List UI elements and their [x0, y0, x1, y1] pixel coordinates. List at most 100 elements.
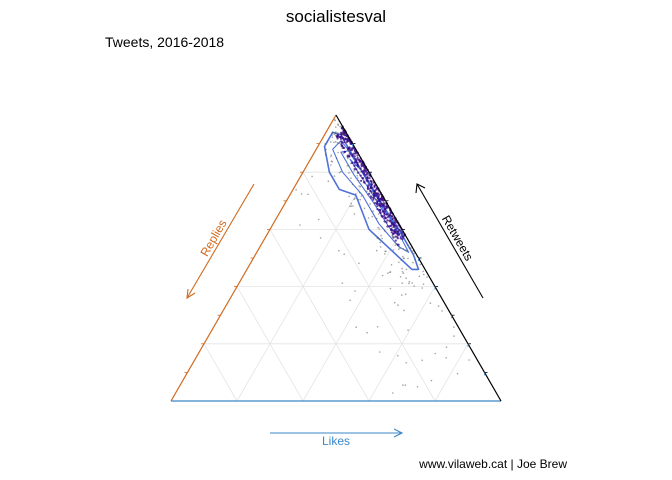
data-point	[348, 153, 351, 155]
data-point	[299, 224, 301, 226]
data-point	[395, 242, 398, 245]
data-point	[366, 177, 369, 180]
data-point	[341, 137, 345, 140]
data-point	[375, 198, 378, 201]
data-point	[347, 149, 350, 152]
data-point	[445, 346, 448, 349]
data-point	[394, 235, 397, 238]
data-point	[379, 246, 382, 248]
data-point	[386, 219, 389, 222]
data-point	[355, 326, 358, 329]
data-point	[419, 263, 422, 266]
density-contour	[323, 131, 420, 271]
data-point	[376, 192, 379, 195]
data-point	[402, 257, 405, 260]
data-point	[408, 282, 410, 285]
data-point	[456, 372, 459, 375]
data-point	[393, 301, 396, 304]
data-point	[430, 379, 433, 382]
data-point	[326, 140, 329, 143]
data-point	[354, 290, 356, 292]
data-point	[399, 237, 402, 240]
data-point	[358, 192, 361, 194]
data-point	[434, 352, 437, 355]
data-point	[343, 146, 346, 150]
data-point	[411, 282, 414, 284]
triangle-frame	[170, 114, 502, 402]
data-point	[378, 200, 381, 203]
data-point	[376, 204, 379, 208]
data-point	[358, 185, 360, 187]
data-point	[392, 236, 394, 238]
data-point	[380, 214, 383, 217]
data-point	[331, 134, 333, 136]
data-point	[413, 252, 416, 255]
data-point	[414, 258, 417, 261]
data-point	[378, 228, 381, 230]
data-point	[378, 238, 381, 240]
data-point	[379, 211, 382, 214]
data-point	[394, 244, 397, 246]
data-point	[348, 195, 350, 198]
data-point	[398, 228, 401, 231]
data-point	[345, 140, 349, 143]
data-point	[391, 226, 393, 229]
data-point	[338, 132, 340, 135]
data-point	[408, 280, 411, 283]
data-point	[364, 168, 367, 171]
data-point	[376, 236, 379, 239]
data-point	[407, 329, 409, 332]
data-point	[382, 204, 385, 207]
data-point	[421, 359, 424, 362]
data-point	[340, 170, 342, 173]
data-point	[405, 362, 408, 364]
data-point	[394, 229, 397, 231]
data-point	[346, 165, 349, 167]
data-points	[295, 119, 471, 394]
data-point	[468, 359, 471, 361]
data-point	[387, 213, 389, 216]
data-point	[367, 217, 370, 219]
data-point	[380, 205, 383, 208]
data-point	[366, 187, 369, 190]
data-point	[422, 283, 425, 286]
data-point	[349, 299, 351, 302]
data-point	[393, 221, 397, 224]
data-point	[375, 194, 378, 197]
data-point	[359, 171, 362, 173]
data-point	[331, 132, 334, 134]
data-point	[402, 248, 405, 250]
grid-line-likes	[368, 286, 436, 402]
data-point	[355, 168, 358, 171]
data-point	[343, 138, 346, 141]
data-point	[369, 189, 372, 192]
data-point	[383, 214, 386, 217]
data-point	[397, 248, 400, 250]
data-point	[335, 131, 337, 133]
data-point	[336, 137, 339, 140]
data-point	[390, 264, 393, 266]
data-point	[307, 193, 309, 196]
data-point	[371, 215, 374, 218]
data-point	[357, 198, 360, 201]
data-point	[401, 237, 404, 240]
data-point	[378, 198, 381, 201]
data-point	[370, 180, 373, 183]
data-point	[396, 236, 399, 239]
data-point	[401, 232, 404, 235]
data-point	[358, 262, 360, 265]
data-point	[381, 210, 384, 213]
data-point	[418, 275, 421, 278]
data-point	[385, 221, 388, 224]
data-point	[378, 351, 381, 353]
data-point	[337, 124, 340, 127]
data-point	[324, 143, 327, 145]
data-point	[335, 126, 337, 128]
data-point	[341, 147, 344, 149]
data-point	[413, 285, 415, 287]
data-point	[337, 151, 339, 154]
data-point	[410, 247, 412, 249]
data-point	[398, 261, 400, 264]
data-point	[330, 164, 332, 166]
data-point	[356, 156, 359, 159]
